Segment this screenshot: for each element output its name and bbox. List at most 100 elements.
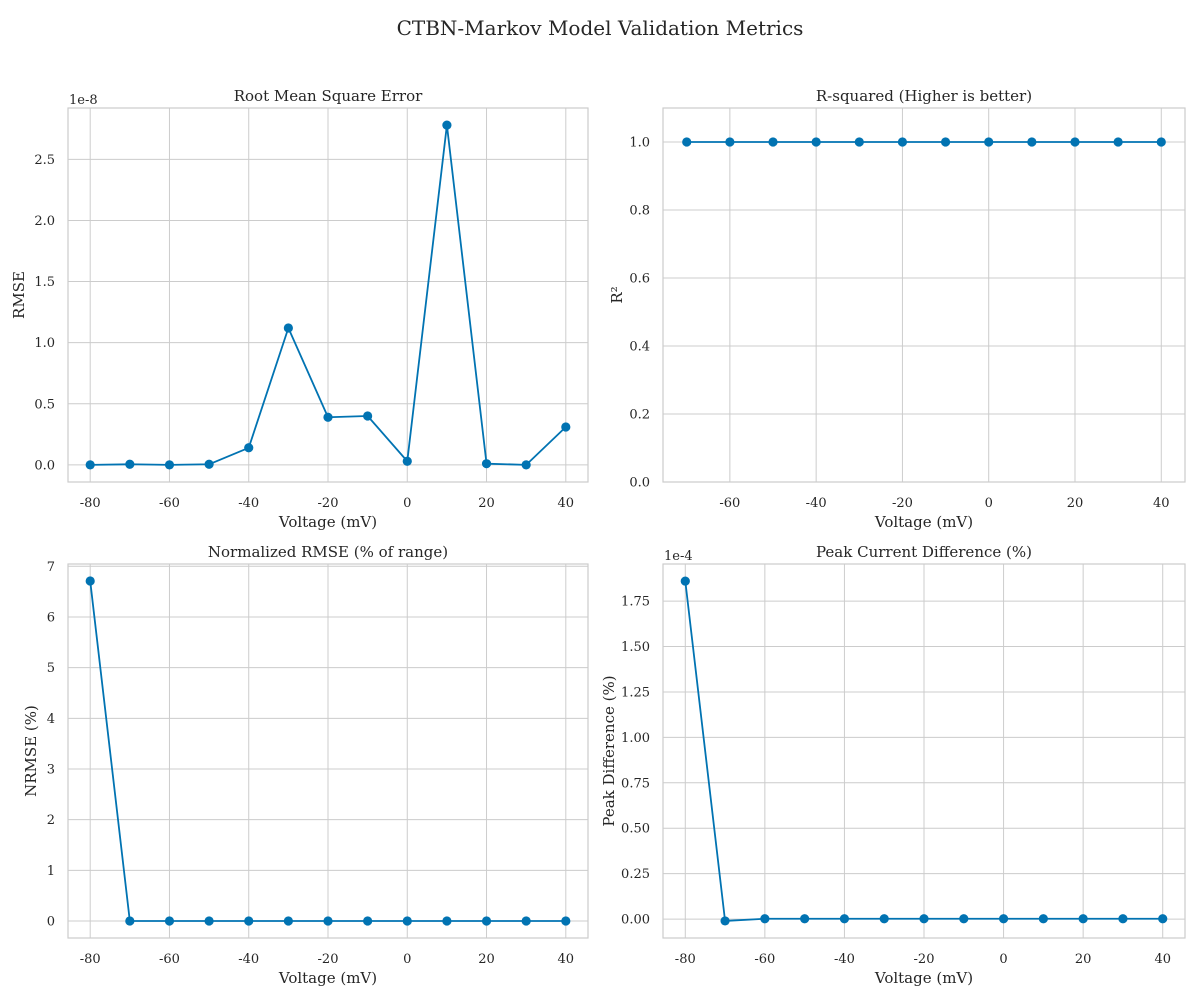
- panel-title: R-squared (Higher is better): [816, 87, 1032, 105]
- data-point: [984, 137, 994, 147]
- x-tick-label: -60: [719, 496, 740, 511]
- figure-title: CTBN-Markov Model Validation Metrics: [397, 16, 804, 40]
- data-point: [800, 914, 810, 924]
- data-point: [481, 459, 492, 469]
- data-point: [854, 137, 864, 147]
- axes-frame: [67, 563, 589, 939]
- data-point: [521, 916, 531, 926]
- y-tick-label: 0.00: [621, 913, 650, 928]
- data-point: [1078, 914, 1088, 924]
- x-tick-label: 20: [1075, 952, 1092, 967]
- x-tick-label: -20: [914, 952, 935, 967]
- y-tick-label: 1.5: [34, 275, 55, 290]
- y-tick-label: 7: [47, 560, 55, 575]
- y-tick-label: 0.4: [629, 340, 650, 355]
- data-point: [363, 916, 373, 926]
- y-tick-label: 0.50: [621, 822, 650, 837]
- data-point: [998, 914, 1009, 924]
- y-tick-label: 0.2: [629, 408, 650, 423]
- x-tick-label: -60: [754, 952, 775, 967]
- x-tick-label: -80: [80, 496, 101, 511]
- x-tick-label: -80: [675, 952, 696, 967]
- x-tick-label: 40: [1154, 952, 1171, 967]
- y-tick-label: 0.6: [629, 272, 650, 287]
- y-tick-label: 1.75: [621, 595, 650, 610]
- x-tick-label: 20: [478, 496, 495, 511]
- x-tick-label: -60: [159, 496, 180, 511]
- axes-frame: [662, 107, 1186, 483]
- x-tick-label: 40: [1153, 496, 1170, 511]
- x-tick-label: -40: [806, 496, 827, 511]
- data-point: [204, 459, 214, 469]
- x-tick-label: -40: [238, 952, 259, 967]
- data-point: [919, 914, 929, 924]
- data-point: [244, 443, 254, 453]
- y-tick-label: 2: [47, 813, 55, 828]
- x-tick-label: 0: [999, 952, 1007, 967]
- panel-nrmse: -80 -60 -40 -20 0 20 40 0 1 2 3 4 5 6 7 Normalized RMSE…: [22, 543, 589, 987]
- y-tick-label: 1.25: [621, 685, 650, 700]
- panel-title: Peak Current Difference (%): [816, 543, 1032, 561]
- axes-frame: [67, 107, 589, 483]
- data-point: [561, 422, 571, 432]
- data-point: [164, 916, 175, 926]
- data-point: [283, 916, 293, 926]
- y-tick-label: 0.75: [621, 776, 650, 791]
- data-point: [442, 120, 452, 130]
- y-tick-label: 6: [47, 610, 55, 625]
- y-tick-label: 1.0: [34, 336, 55, 351]
- x-tick-label: 20: [1067, 496, 1084, 511]
- y-tick-label: 0.0: [34, 458, 55, 473]
- y-tick-label: 1.0: [629, 136, 650, 151]
- y-tick-label: 0.5: [34, 397, 55, 412]
- x-tick-label: 0: [403, 496, 411, 511]
- data-point: [811, 137, 821, 147]
- data-point: [720, 916, 730, 926]
- data-point: [481, 916, 492, 926]
- data-point: [682, 137, 692, 147]
- panel-peak-difference: -80 -60 -40 -20 0 20 40 0.00 0.25 0.50 0.75 1.00 1.2…: [600, 543, 1186, 987]
- x-tick-label: -40: [834, 952, 855, 967]
- panel-r-squared: -60 -40 -20 0 20 40 0.0 0.2 0.4 0.6 0.8 1.0 R-square…: [608, 87, 1186, 531]
- x-tick-label: -20: [892, 496, 913, 511]
- data-point: [768, 137, 778, 147]
- y-tick-label: 0.8: [629, 204, 650, 219]
- panel-title: Normalized RMSE (% of range): [208, 543, 448, 561]
- data-point: [1118, 914, 1128, 924]
- data-point: [323, 412, 333, 422]
- x-tick-label: 0: [403, 952, 411, 967]
- y-axis-label: RMSE: [10, 271, 28, 319]
- y-axis-label: Peak Difference (%): [600, 675, 618, 826]
- y-tick-label: 3: [47, 762, 55, 777]
- x-tick-label: -20: [318, 952, 339, 967]
- data-point: [897, 137, 908, 147]
- data-point: [561, 916, 571, 926]
- data-point: [164, 460, 175, 470]
- data-point: [204, 916, 214, 926]
- x-tick-label: 0: [985, 496, 993, 511]
- data-point: [760, 914, 770, 924]
- x-tick-label: -60: [159, 952, 180, 967]
- data-point: [125, 916, 135, 926]
- data-point: [125, 459, 135, 469]
- panel-title: Root Mean Square Error: [234, 87, 423, 105]
- data-point: [283, 323, 293, 333]
- data-point: [402, 916, 412, 926]
- x-tick-label: -40: [238, 496, 259, 511]
- x-tick-label: 40: [558, 952, 575, 967]
- x-tick-label: -80: [80, 952, 101, 967]
- axis-offset-label: 1e-4: [664, 549, 693, 564]
- data-point: [940, 137, 951, 147]
- y-tick-label: 2.0: [34, 214, 55, 229]
- y-tick-label: 4: [47, 712, 55, 727]
- data-point: [1027, 137, 1037, 147]
- x-axis-label: Voltage (mV): [278, 969, 377, 987]
- y-axis-label: NRMSE (%): [22, 705, 40, 797]
- data-point: [442, 916, 452, 926]
- data-point: [1156, 137, 1166, 147]
- data-point: [244, 916, 254, 926]
- panel-rmse: -80 -60 -40 -20 0 20 40 0.0 0.5 1.0 1.5 2.0 2.5 1e-8 R…: [10, 87, 589, 531]
- data-point: [1158, 914, 1168, 924]
- y-tick-label: 1: [47, 864, 55, 879]
